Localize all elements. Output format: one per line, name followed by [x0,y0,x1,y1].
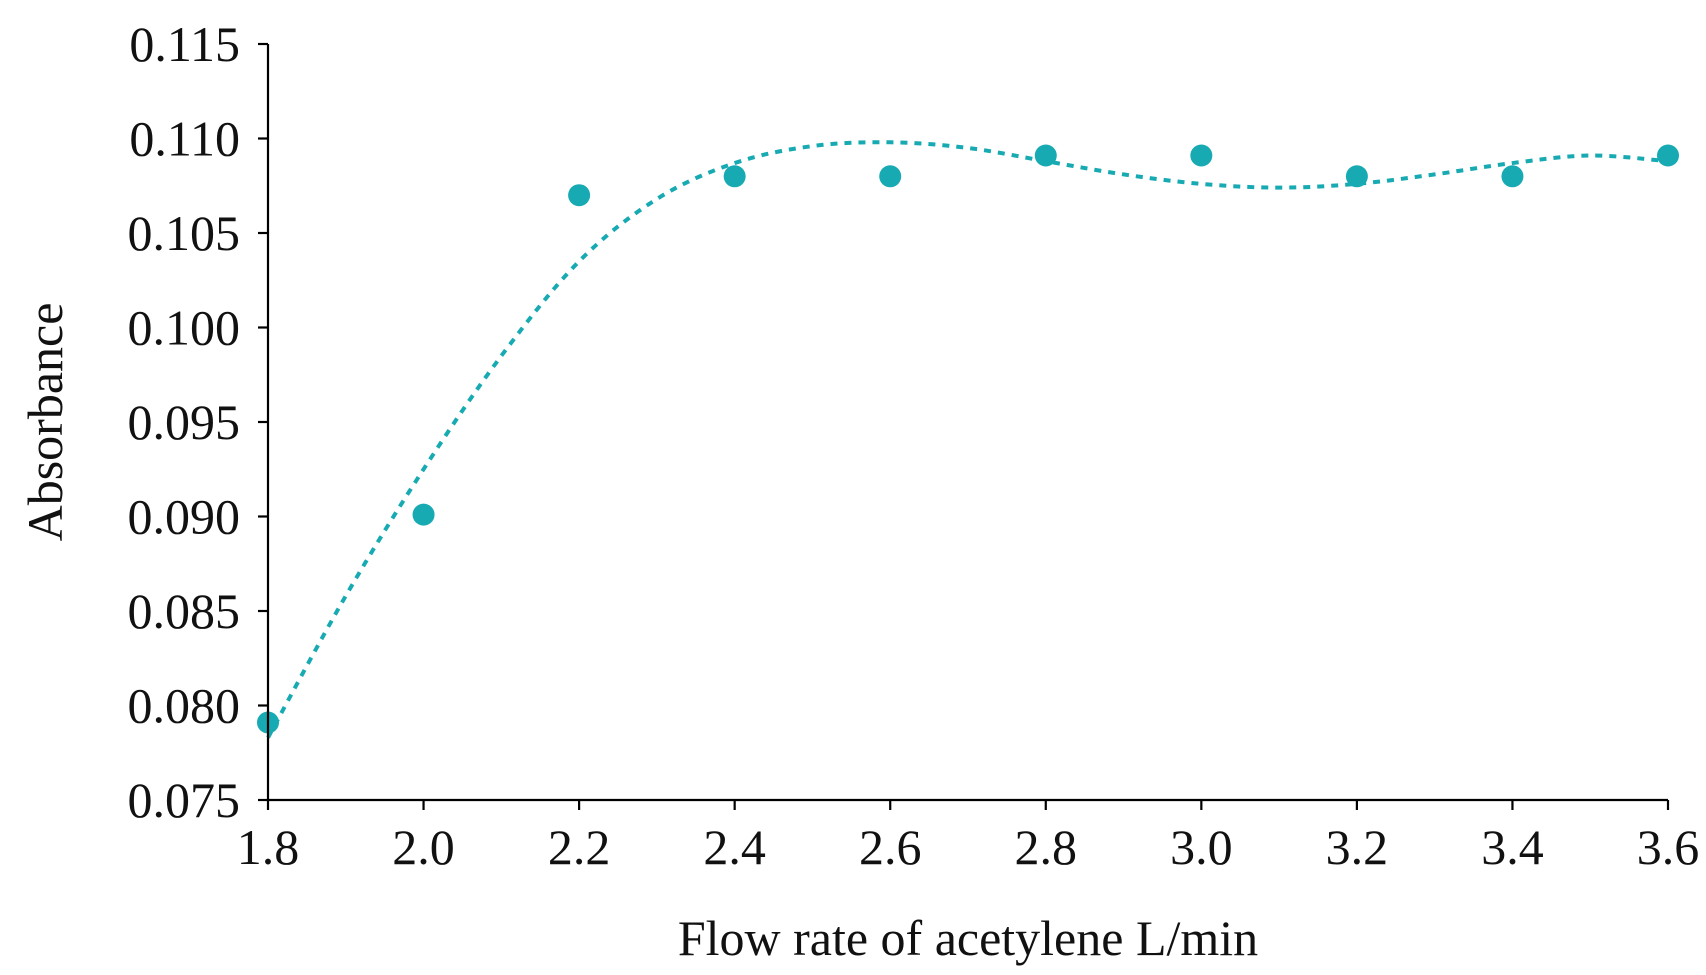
axes [266,44,1668,802]
y-tick-label: 0.075 [128,772,241,828]
x-tick-label: 1.8 [237,819,300,875]
data-point [1190,144,1213,167]
data-points [257,144,1679,734]
x-tick-label: 3.0 [1170,819,1233,875]
x-tick-label: 2.6 [859,819,922,875]
x-tick-label: 3.2 [1326,819,1389,875]
x-axis-ticks: 1.8 2.0 2.2 2.4 2.6 2.8 3.0 3.2 3.4 3.6 [237,800,1700,875]
data-point [723,165,746,188]
trendline-layer [266,140,1669,739]
x-tick-label: 2.0 [392,819,455,875]
data-point [568,184,591,207]
trendline [266,140,1669,739]
y-tick-label: 0.110 [129,111,240,167]
data-point [1657,144,1679,167]
x-tick-label: 3.6 [1637,819,1700,875]
data-point [879,165,902,188]
x-tick-label: 2.2 [548,819,611,875]
y-axis-title: Absorbance [17,303,73,542]
y-tick-label: 0.105 [128,205,241,261]
y-tick-label: 0.095 [128,394,241,450]
y-axis-ticks: 0.075 0.080 0.085 0.090 0.095 0.100 0.105 0.110… [128,16,268,828]
x-axis-title: Flow rate of acetylene L/min [678,910,1258,966]
y-tick-label: 0.085 [128,583,241,639]
data-point [1345,165,1368,188]
data-point [1501,165,1524,188]
data-point [1034,144,1057,167]
y-tick-label: 0.100 [128,300,241,356]
x-tick-label: 2.8 [1015,819,1078,875]
x-tick-label: 3.4 [1481,819,1544,875]
y-tick-label: 0.115 [129,16,240,72]
y-tick-label: 0.080 [128,678,241,734]
data-point [412,503,435,526]
y-tick-label: 0.090 [128,489,241,545]
x-tick-label: 2.4 [703,819,766,875]
